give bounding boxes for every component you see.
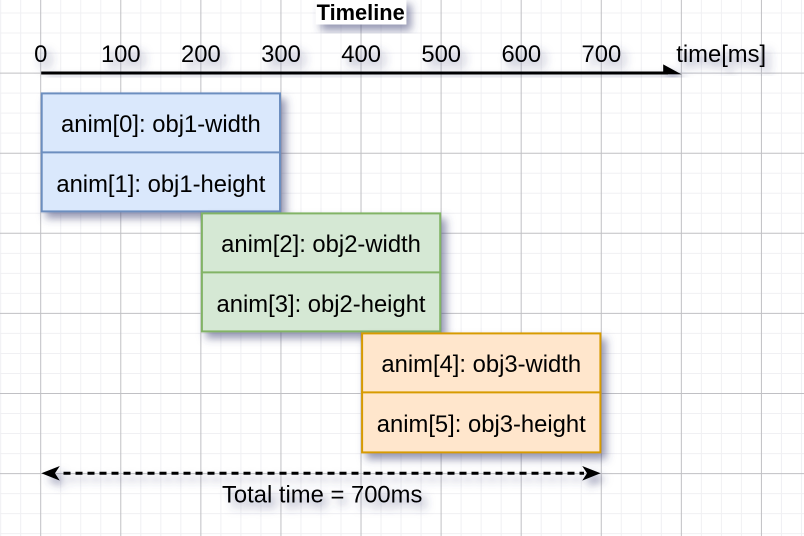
- svg-text:Total time = 700ms: Total time = 700ms: [222, 481, 422, 508]
- svg-text:anim[0]: obj1-width: anim[0]: obj1-width: [61, 111, 261, 138]
- svg-text:600: 600: [501, 41, 541, 68]
- svg-text:anim[1]: obj1-height: anim[1]: obj1-height: [56, 171, 265, 198]
- svg-text:anim[5]: obj3-height: anim[5]: obj3-height: [377, 411, 586, 438]
- svg-text:700: 700: [582, 41, 622, 68]
- svg-text:400: 400: [341, 41, 381, 68]
- svg-text:time[ms]: time[ms]: [676, 41, 766, 68]
- svg-text:100: 100: [101, 41, 141, 68]
- svg-text:anim[4]: obj3-width: anim[4]: obj3-width: [381, 351, 581, 378]
- svg-text:200: 200: [181, 41, 221, 68]
- svg-text:300: 300: [261, 41, 301, 68]
- svg-text:anim[2]: obj2-width: anim[2]: obj2-width: [221, 231, 421, 258]
- svg-text:Timeline: Timeline: [317, 0, 405, 25]
- svg-text:anim[3]: obj2-height: anim[3]: obj2-height: [217, 291, 426, 318]
- svg-text:0: 0: [34, 41, 47, 68]
- svg-text:500: 500: [421, 41, 461, 68]
